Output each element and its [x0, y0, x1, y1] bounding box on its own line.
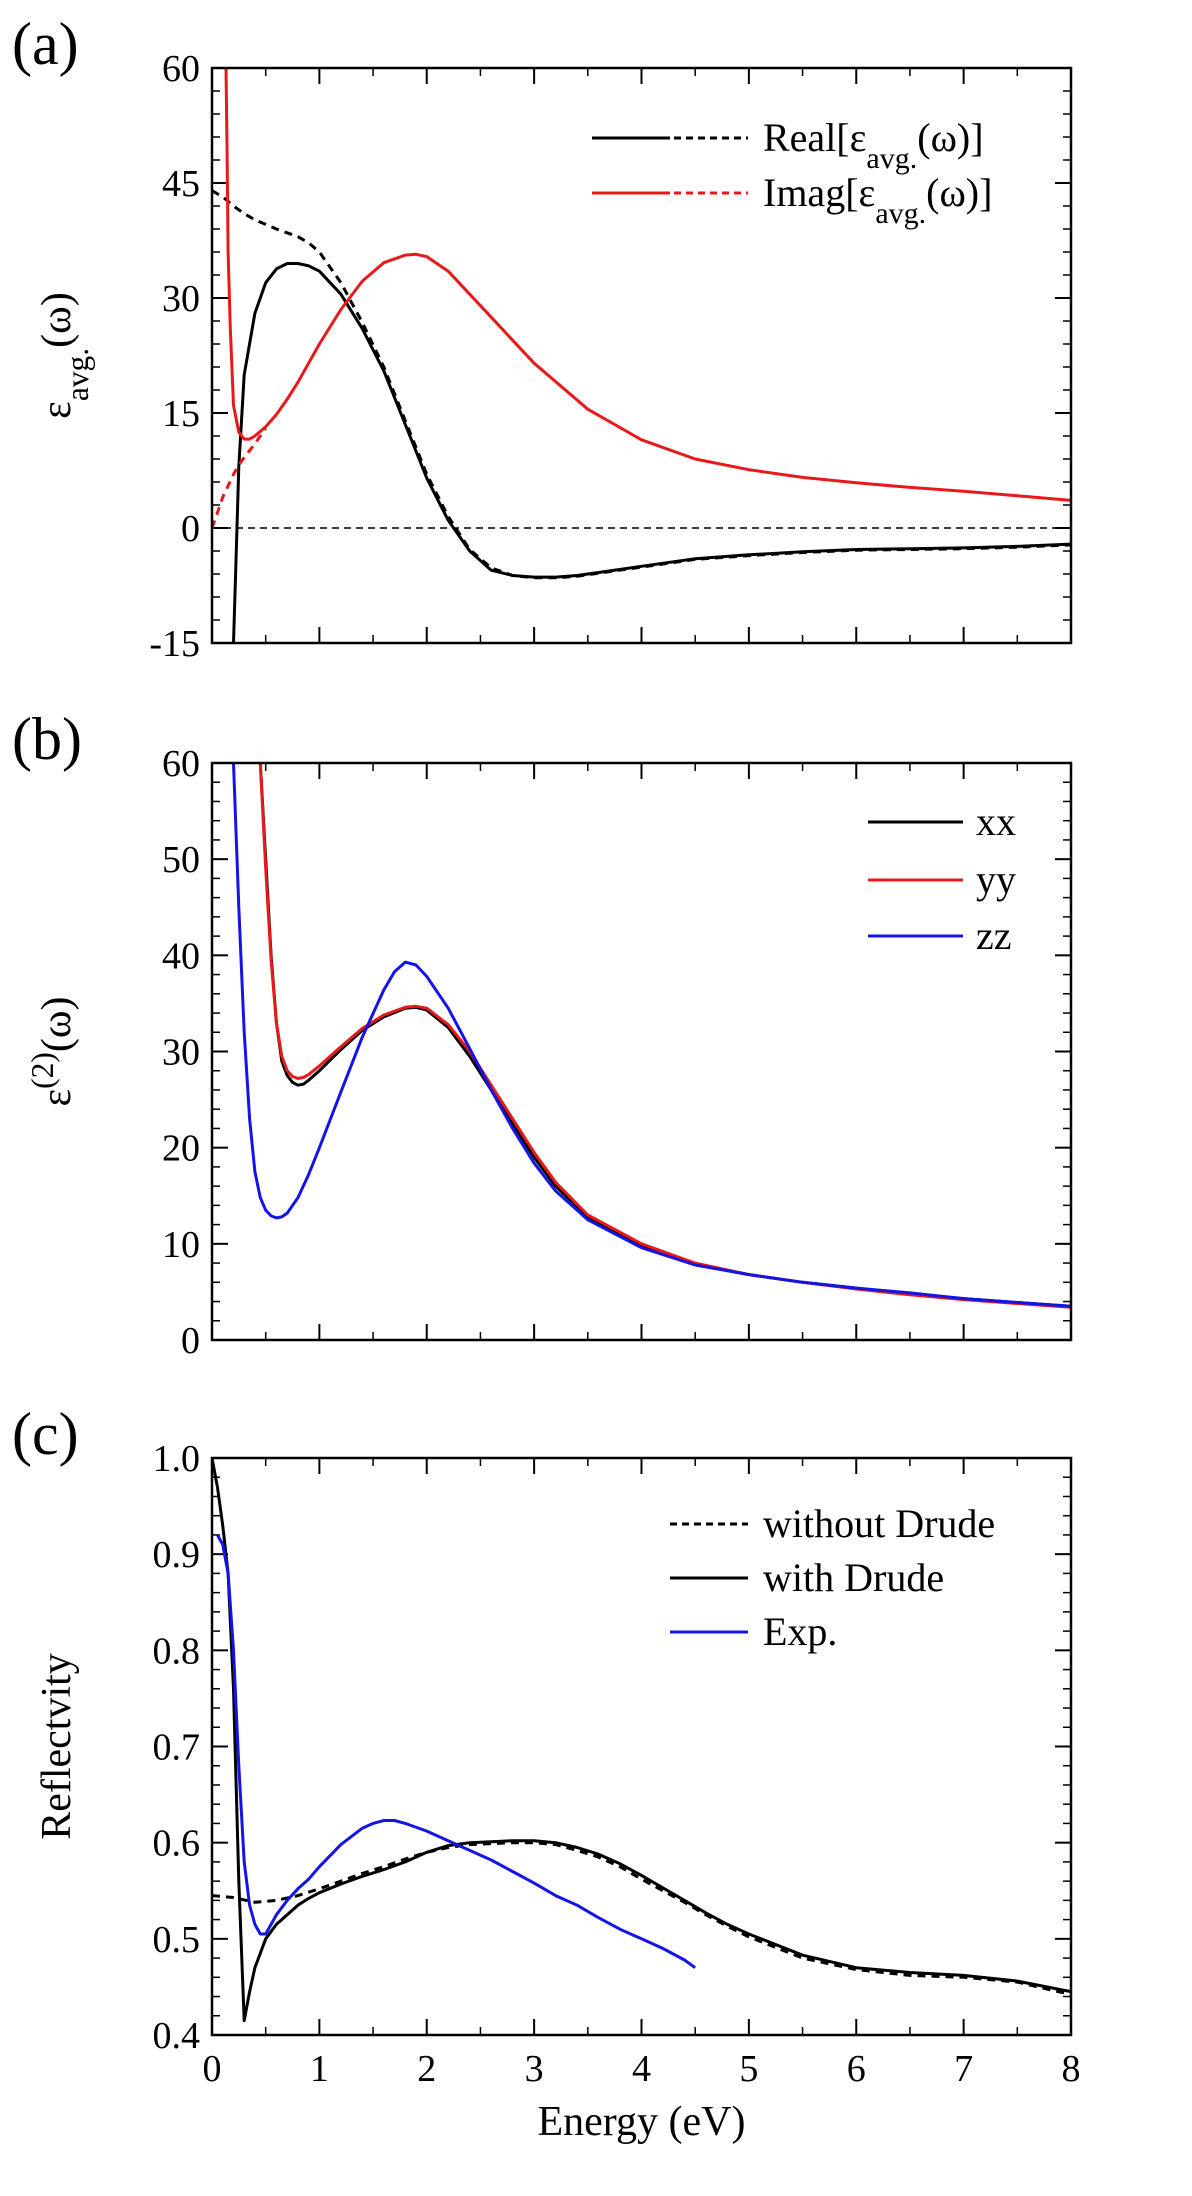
series-line-with-drude: [212, 1458, 1071, 2023]
y-tick-label: 0.6: [153, 1823, 201, 1865]
legend-entry-label: with Drude: [763, 1555, 944, 1600]
series-line-real-dotted: [212, 189, 1071, 580]
y-axis-label: Reflectvity: [34, 1653, 80, 1840]
y-tick-label: 0.7: [153, 1727, 201, 1769]
y-tick-label: 60: [162, 48, 200, 90]
legend: Real[εavg.(ω)]Imag[εavg.(ω)]: [592, 115, 992, 230]
x-tick-label: 7: [954, 2048, 973, 2090]
x-tick-label: 2: [417, 2048, 436, 2090]
y-tick-label: 60: [162, 743, 200, 785]
y-tick-label: 0: [181, 508, 200, 550]
legend-entry-label: zz: [976, 913, 1012, 958]
panel-label: (c): [12, 1401, 79, 1467]
x-tick-label: 1: [310, 2048, 329, 2090]
panel-c: (c) 0 1 2 3 4 5 6 7 8 1.0 0.9 0.8 0.7 0.6 0.5 0.4 Reflect…: [12, 1401, 1081, 2145]
series-line-imag-dotted: [212, 427, 267, 529]
series-line-yy: [258, 763, 1071, 1309]
y-tick-label: 0.5: [153, 1919, 201, 1961]
series-group: [232, 763, 1071, 1309]
y-tick-label: 0.9: [153, 1534, 201, 1576]
y-tick-label: 0: [181, 1320, 200, 1362]
y-axis-label: ε(2)(ω): [25, 997, 81, 1107]
legend-entry-label: xx: [976, 799, 1016, 844]
y-tick-label: 0.4: [153, 2015, 201, 2057]
y-tick-label: 1.0: [153, 1438, 201, 1480]
y-tick-label: 40: [162, 935, 200, 977]
series-line-real-solid: [232, 262, 1071, 643]
x-tick-label: 5: [739, 2048, 758, 2090]
y-tick-label: 15: [162, 393, 200, 435]
y-tick-label: 20: [162, 1128, 200, 1170]
series-line-without-drude: [212, 1841, 1071, 1997]
x-tick-label: 8: [1062, 2048, 1081, 2090]
panel-label: (b): [12, 706, 82, 772]
series-line-exp: [216, 1534, 697, 1969]
panel-b: (b) 60 50 40 30 20 10 0 ε(2)(ω) xx yy zz: [12, 706, 1073, 1362]
legend-entry-label: Real[εavg.(ω)]: [763, 115, 984, 175]
x-tick-label: 4: [632, 2048, 651, 2090]
legend: xx yy zz: [868, 799, 1016, 958]
series-line-imag-solid: [224, 68, 1071, 502]
y-tick-label: 50: [162, 839, 200, 881]
plot-frame: [210, 66, 1073, 645]
x-tick-label: 0: [203, 2048, 222, 2090]
series-group: [212, 1458, 1071, 2023]
y-axis-label: εavg.(ω): [34, 292, 95, 419]
panel-label: (a): [12, 11, 79, 77]
y-tick-label: 45: [162, 163, 200, 205]
x-axis-label: Energy (eV): [538, 2099, 746, 2145]
series-group: [212, 68, 1071, 643]
x-tick-label: 6: [847, 2048, 866, 2090]
legend-entry-label: Imag[εavg.(ω)]: [763, 170, 992, 230]
y-tick-label: 0.8: [153, 1630, 201, 1672]
legend-entry-label: yy: [976, 857, 1016, 902]
plot-frame: [210, 1456, 1073, 2037]
plot-frame: [210, 761, 1073, 1342]
series-line-xx: [258, 763, 1071, 1308]
legend-entry-label: Exp.: [763, 1609, 837, 1654]
legend: without Drude with Drude Exp.: [670, 1501, 995, 1654]
y-tick-label: -15: [149, 623, 200, 665]
series-line-zz: [232, 763, 1071, 1308]
panel-a: (a) 60 45 30 15 0 -15 εavg.(ω) Real[εavg.(ω)]Ima…: [12, 11, 1073, 665]
x-tick-label: 3: [525, 2048, 544, 2090]
y-tick-label: 10: [162, 1224, 200, 1266]
y-tick-label: 30: [162, 1032, 200, 1074]
y-tick-label: 30: [162, 278, 200, 320]
legend-entry-label: without Drude: [763, 1501, 995, 1546]
